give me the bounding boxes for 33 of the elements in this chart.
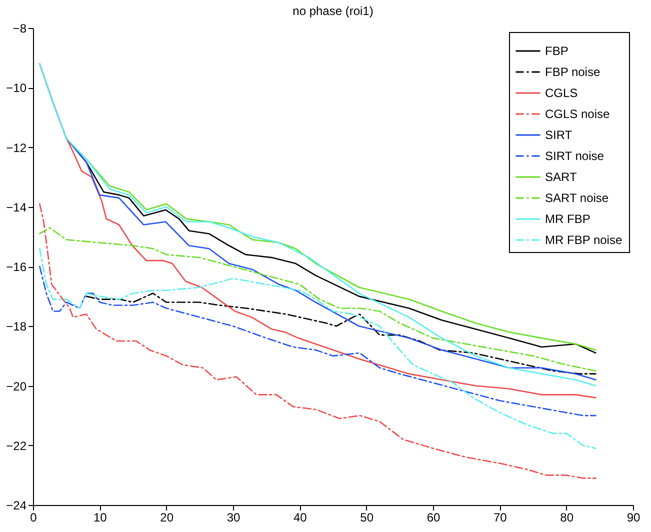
line-series <box>86 292 596 374</box>
line-series <box>39 248 596 450</box>
x-tick-label: 0 <box>30 510 38 524</box>
x-tick-label: 30 <box>226 510 240 524</box>
legend-label: CGLS noise <box>545 107 610 121</box>
y-tick-label: −18 <box>6 320 27 334</box>
y-tick-label: −16 <box>6 260 27 274</box>
legend-label: MR FBP noise <box>545 233 622 247</box>
y-tick-label: −10 <box>6 81 27 96</box>
x-tick-label: 60 <box>426 510 440 524</box>
x-tick-label: 40 <box>293 510 308 524</box>
legend-label: SART noise <box>545 191 609 205</box>
legend-label: CGLS <box>545 86 578 100</box>
x-tick-label: 80 <box>560 510 574 524</box>
legend-label: MR FBP <box>545 212 590 226</box>
legend-label: SART <box>545 170 578 184</box>
legend-label: SIRT noise <box>545 149 604 163</box>
legend-label: FBP <box>545 44 568 58</box>
y-tick-label: −20 <box>6 379 27 394</box>
chart-title: no phase (roi1) <box>292 4 374 18</box>
legend-label: SIRT <box>545 128 573 142</box>
line-series <box>39 266 596 416</box>
x-tick-label: 50 <box>360 510 374 524</box>
y-tick-label: −8 <box>12 22 27 36</box>
y-tick-label: −24 <box>6 498 27 512</box>
x-tick-label: 20 <box>160 510 174 524</box>
y-tick-label: −22 <box>6 438 27 453</box>
legend-label: FBP noise <box>545 65 600 79</box>
x-tick-label: 10 <box>93 510 108 524</box>
x-tick-label: 90 <box>626 510 640 524</box>
y-tick-label: −14 <box>6 200 27 214</box>
x-tick-label: 70 <box>493 510 508 524</box>
y-tick-label: −12 <box>6 140 27 155</box>
